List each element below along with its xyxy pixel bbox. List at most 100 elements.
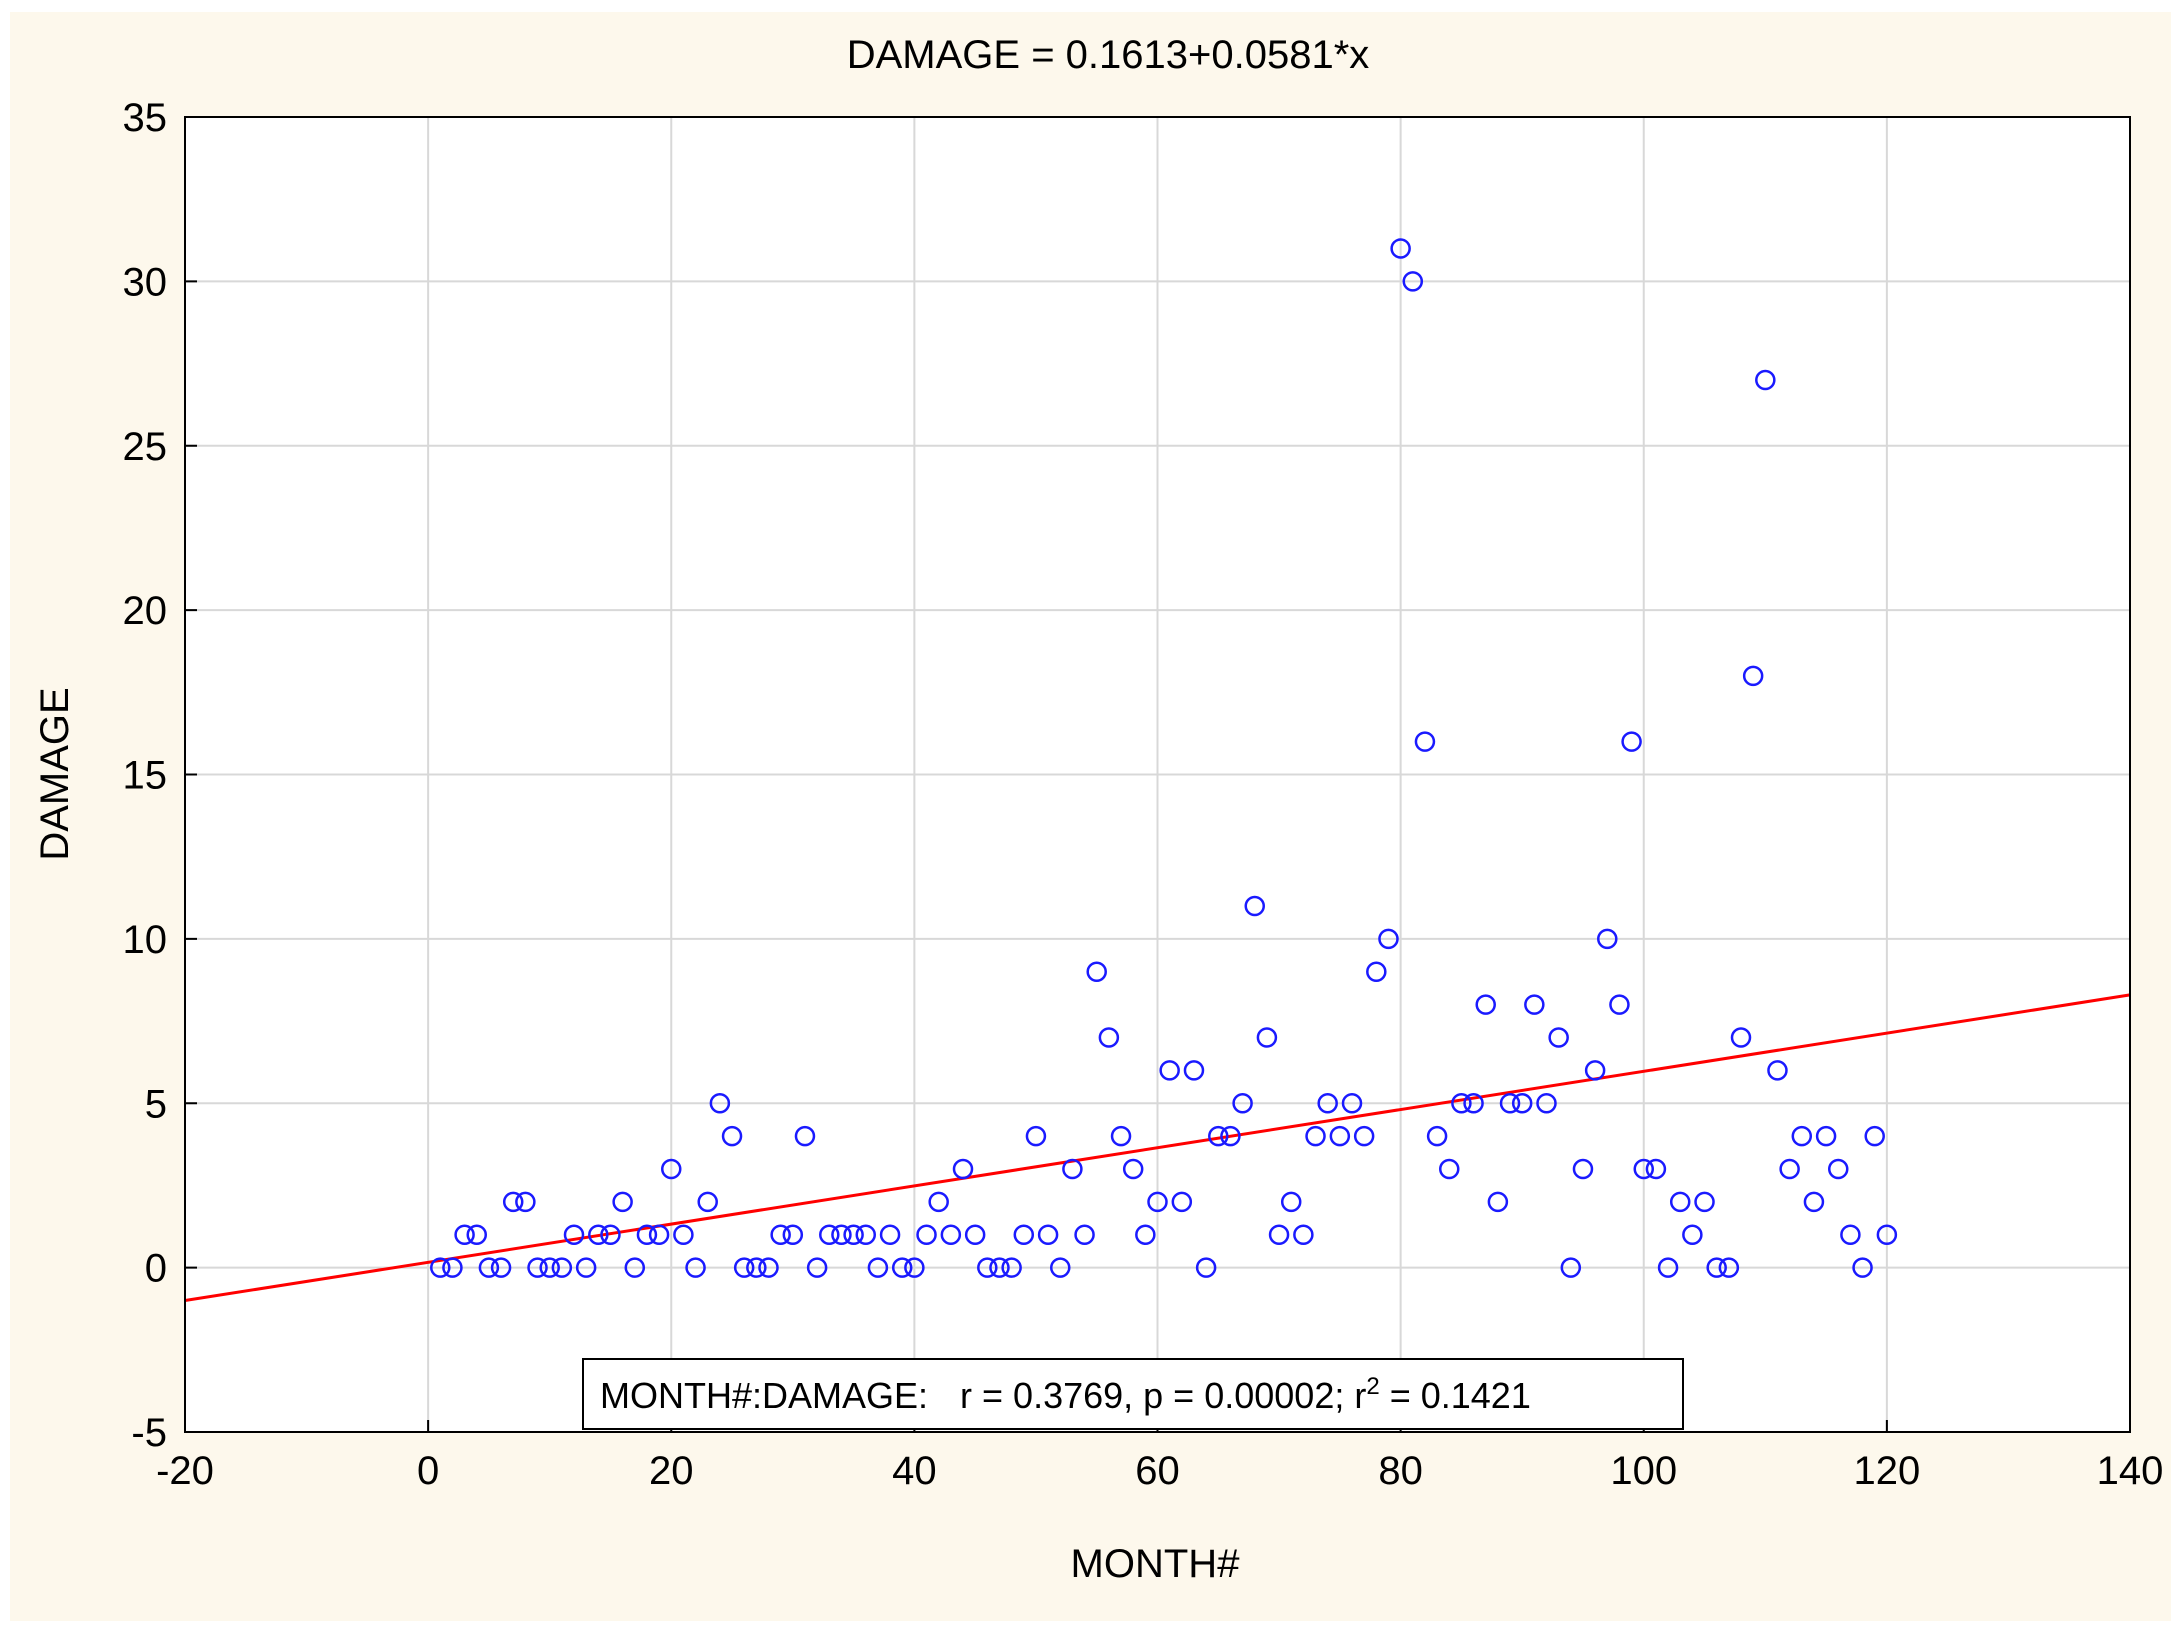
data-point [867,1257,889,1278]
regression-line [184,993,2131,1303]
data-point [648,1224,670,1245]
x-tick-label: 120 [1854,1449,1921,1493]
data-point [1208,1125,1229,1147]
data-point [1852,1257,1873,1278]
data-point [1050,1257,1071,1278]
x-tick-label: 60 [1135,1449,1180,1493]
data-point [891,1257,913,1278]
data-point [1828,1158,1849,1180]
data-point [1609,994,1630,1015]
stats-r2-value: = 0.1421 [1380,1375,1531,1416]
data-point [1840,1224,1861,1245]
data-point [600,1224,621,1245]
data-point [575,1257,597,1278]
data-point [454,1224,475,1245]
data-point [831,1224,852,1245]
data-point [502,1191,524,1213]
data-point [1718,1257,1740,1278]
data-point [709,1093,731,1114]
y-tick-label: 10 [123,918,168,962]
data-point [1864,1125,1885,1147]
data-point [1645,1158,1667,1180]
data-point [1451,1093,1472,1114]
chart-frame: -20 0 20 40 60 80 100 120 140 -5 0 5 10 15 20 25 30 35 D… [10,12,2171,1621]
data-point [661,1158,682,1180]
x-tick-label: 20 [649,1449,694,1493]
data-point [527,1257,548,1278]
data-point [1511,1093,1533,1114]
data-point [636,1224,658,1245]
x-tick-label: 0 [417,1449,439,1493]
data-point [1025,1125,1047,1147]
data-point [1463,1093,1484,1114]
data-point [1171,1191,1193,1213]
data-point [1086,961,1107,982]
data-point [1439,1158,1460,1180]
data-point [1256,1027,1278,1048]
data-point [879,1224,901,1245]
data-point [1074,1224,1095,1245]
data-point [1742,665,1764,687]
regression-line-group [184,993,2131,1303]
data-point [843,1224,864,1245]
scatter-chart: -20 0 20 40 60 80 100 120 140 -5 0 5 10 15 20 25 30 35 D… [33,33,2163,1586]
y-tick-label: 35 [123,96,168,140]
data-point [1524,994,1545,1015]
y-tick-label: 20 [123,589,168,633]
data-point [1597,928,1618,950]
data-point [1353,1125,1375,1147]
data-point [1147,1191,1168,1213]
data-point [1791,1125,1813,1147]
y-tick-label: 0 [145,1247,167,1291]
data-point [685,1257,706,1278]
stats-text: MONTH#:DAMAGE: r = 0.3769, p = 0.00002; r… [600,1373,1531,1416]
data-point [1706,1257,1727,1278]
data-point [673,1224,694,1245]
data-point [612,1191,633,1213]
data-point [1341,1093,1363,1114]
data-point [1366,961,1387,982]
data-point [1584,1060,1606,1081]
data-point [1657,1257,1679,1278]
data-point [1402,271,1424,292]
x-tick-label: 100 [1610,1449,1677,1493]
data-point [928,1191,949,1213]
data-point [721,1125,743,1147]
data-point [1110,1125,1132,1147]
x-axis-ticks: -20 0 20 40 60 80 100 120 140 [156,1420,2163,1493]
stats-box: MONTH#:DAMAGE: r = 0.3769, p = 0.00002; r… [582,1358,1684,1430]
data-point [1390,238,1411,259]
data-point [442,1257,463,1278]
data-point [1633,1158,1654,1180]
data-point [964,1224,986,1245]
data-point [563,1224,585,1245]
data-point [1730,1027,1752,1048]
y-tick-label: 15 [123,754,168,798]
stats-box-frame [582,1358,1684,1430]
data-point [1572,1158,1594,1180]
data-point [1621,731,1642,752]
data-point [1876,1224,1898,1245]
data-point [782,1224,804,1245]
data-point [1268,1224,1290,1245]
data-point [855,1224,876,1245]
data-point [1183,1060,1205,1081]
data-point [1755,369,1776,391]
data-point [1767,1060,1788,1081]
data-point [515,1191,536,1213]
x-axis-title: MONTH# [1071,1542,1241,1586]
data-point [746,1257,767,1278]
data-point [806,1257,828,1278]
data-point [1487,1191,1509,1213]
data-point [478,1257,500,1278]
x-tick-label: 40 [892,1449,937,1493]
y-axis-title: DAMAGE [33,687,77,860]
stats-prefix: MONTH#:DAMAGE: [600,1375,928,1416]
y-tick-label: 30 [123,260,168,304]
data-point [1803,1191,1825,1213]
data-point [1694,1191,1715,1213]
data-point [1232,1093,1253,1114]
stats-r-text: r = 0.3769, p = 0.00002; r [960,1375,1366,1416]
data-point [1815,1125,1837,1147]
stats-r2-superscript: 2 [1366,1373,1379,1400]
